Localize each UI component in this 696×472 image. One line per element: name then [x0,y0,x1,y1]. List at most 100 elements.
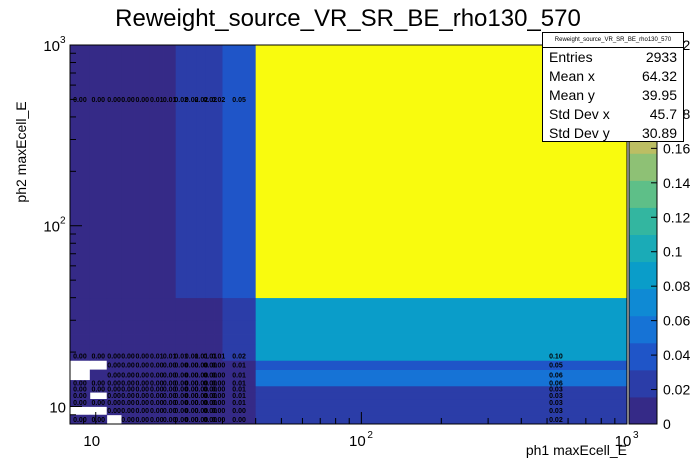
heatmap-cell [196,45,207,299]
cell-value-label: 0.00 [135,354,149,361]
heatmap-cell [175,297,188,321]
heatmap-cell [149,320,164,335]
heatmap-cell [163,344,177,353]
cell-value-label: 0.00 [195,408,209,415]
cell-value-label: 0.00 [121,97,135,104]
heatmap-cell [186,344,198,353]
heatmap-cell [89,399,108,407]
cell-value-label: 0.00 [203,387,217,394]
cell-value-label: 0.00 [212,387,226,394]
cell-value-label: 0.02 [185,97,199,104]
cell-value-label: 0.00 [107,393,121,400]
heatmap-cell [106,369,122,381]
heatmap-cell [222,406,257,416]
cell-value-label: 0.06 [549,380,563,387]
heatmap-cell [134,369,151,381]
cell-value-label: 0.06 [549,372,563,379]
cell-value-label: 0.00 [232,417,246,424]
heatmap-cell [121,399,135,407]
heatmap-cell [205,399,215,407]
heatmap-cell [175,352,188,361]
z-tick-label: 0 [663,416,671,432]
heatmap-cell [149,297,164,321]
heatmap-cell [214,45,223,299]
palette-swatch [629,153,657,181]
cell-value-label: 0.00 [163,380,177,387]
heatmap-cell [222,380,257,387]
cell-value-label: 0.00 [91,380,105,387]
cell-value-label: 0.00 [212,393,226,400]
heatmap-cell [214,369,223,381]
cell-value-label: 0.01 [150,97,164,104]
heatmap-cell [255,399,628,407]
z-tick-label: 0.04 [663,347,690,363]
heatmap-cell [134,414,151,425]
heatmap-cell [163,352,177,361]
palette-swatch [629,180,657,208]
heatmap-cell [163,380,177,387]
heatmap-cell [222,414,257,425]
heatmap-cell [175,360,188,370]
heatmap-cell [196,399,207,407]
cell-value-label: 0.00 [203,400,217,407]
cell-value-label: 0.00 [203,380,217,387]
heatmap-cell [121,406,135,416]
chart-title: Reweight_source_VR_SR_BE_rho130_570 [115,5,581,32]
heatmap-cell [186,414,198,425]
heatmap-cell [89,369,108,381]
stats-value: 39.95 [641,87,677,103]
heatmap-cell [255,297,628,321]
cell-value-label: 0.02 [203,97,217,104]
heatmap-cell [214,360,223,370]
heatmap-cell [134,344,151,353]
heatmap-cell [149,380,164,387]
cell-value-label: 0.00 [135,362,149,369]
cell-value-label: 0.00 [135,372,149,379]
heatmap-cell [121,360,135,370]
cell-labels: 0.00 0.00 0.00 0.00 0.00 0.000.000.000.000.00… [73,97,563,424]
z-tick-label: 0.08 [663,278,690,294]
heatmap-cell [149,360,164,370]
heatmap-cell [175,334,188,345]
cell-value-label: 0.00 [91,417,105,424]
heatmap-cell [106,352,122,361]
heatmap-cell [163,297,177,321]
stats-box-title: Reweight_source_VR_SR_BE_rho130_570 [543,33,683,48]
cell-value-label: 0.00 [91,387,105,394]
x-tick-label: 10 [615,433,632,450]
heatmap-cell [175,344,188,353]
heatmap-cell [106,334,122,345]
heatmap-cell [106,406,122,416]
heatmap-cell [70,344,91,353]
heatmap-cell [70,352,91,361]
cell-value-label: 0.00 [107,400,121,407]
heatmap-cell [255,385,628,393]
heatmap-cell [163,392,177,400]
cell-value-label: 0.00 [121,354,135,361]
heatmap-cell [205,414,215,425]
cell-value-label: 0.00 [163,400,177,407]
cell-value-label: 0.01 [232,387,246,394]
heatmap-cell [149,406,164,416]
heatmap-cell [163,406,177,416]
y-tick-exponent: 2 [60,216,66,227]
cell-value-label: 0.00 [121,362,135,369]
cell-value-label: 0.00 [174,417,188,424]
heatmap-cell [106,344,122,353]
cell-value-label: 0.01 [232,362,246,369]
cell-value-label: 0.02 [212,97,226,104]
cell-value-label: 0.00 [107,372,121,379]
heatmap-cell [255,360,628,370]
heatmap-cell [134,392,151,400]
heatmap-cell [196,360,207,370]
heatmap-cell [222,297,257,321]
heatmap-cell [163,334,177,345]
heatmap-cell [149,392,164,400]
heatmap-cell [214,344,223,353]
cell-value-label: 0.00 [150,372,164,379]
cell-value-label: 0.01 [150,354,164,361]
heatmap-cell [186,352,198,361]
y-tick-label: 10 [49,399,66,416]
heatmap-cell [186,334,198,345]
stats-value: 2933 [645,49,677,65]
